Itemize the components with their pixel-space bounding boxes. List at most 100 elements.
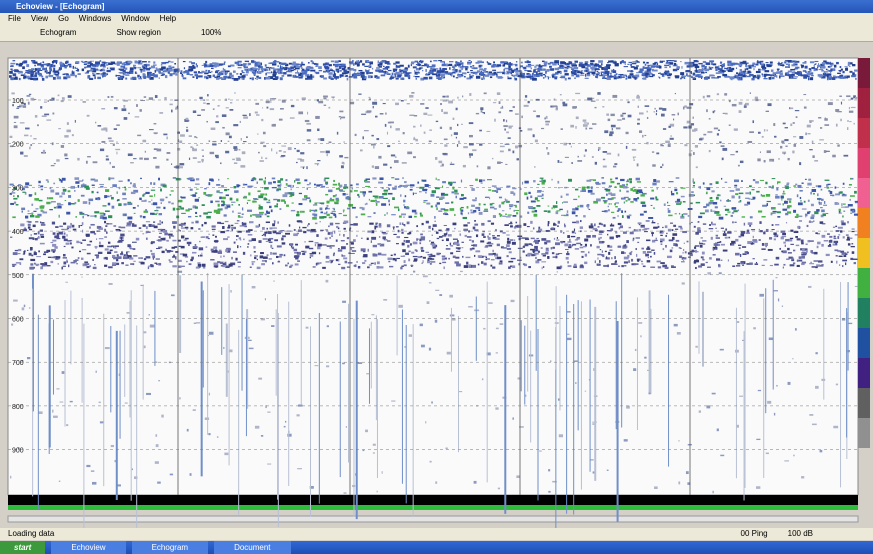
echo-sample — [847, 61, 851, 64]
echo-sample — [573, 228, 576, 232]
echo-sample — [274, 60, 277, 63]
echo-sample — [717, 194, 720, 196]
menu-item[interactable]: Help — [159, 14, 177, 23]
menu-item[interactable]: Window — [121, 14, 150, 23]
echo-sample — [254, 69, 257, 71]
echo-sample — [446, 95, 449, 98]
echo-sample — [674, 213, 677, 215]
echo-sample — [506, 131, 509, 134]
echo-sample — [116, 124, 120, 126]
echo-sample — [354, 133, 357, 137]
echo-sample — [209, 63, 213, 66]
echo-sample — [587, 122, 589, 125]
echo-sample — [43, 101, 47, 103]
echo-sample — [591, 68, 594, 71]
echo-sample — [389, 166, 392, 169]
echo-sample — [798, 259, 803, 262]
echo-sample — [484, 196, 490, 199]
menu-item[interactable]: Go — [58, 14, 69, 23]
echo-sample — [304, 179, 308, 182]
scrollbar[interactable] — [7, 515, 859, 523]
echo-sample — [127, 202, 133, 206]
echo-sample — [748, 198, 751, 200]
echo-sample — [494, 118, 496, 122]
echo-sample — [183, 70, 186, 73]
echo-sample — [516, 158, 519, 161]
echo-sample — [568, 244, 572, 247]
echo-sample — [212, 140, 217, 143]
echo-sample — [116, 63, 120, 66]
echo-sample — [718, 70, 722, 73]
echo-sample — [10, 68, 13, 70]
echo-sample — [316, 234, 319, 237]
echo-sample — [130, 162, 134, 164]
echo-sample — [194, 244, 197, 246]
echo-sample — [526, 75, 531, 79]
echo-sample — [319, 216, 325, 219]
echo-sample — [225, 266, 230, 269]
echo-sample — [333, 230, 336, 234]
echo-sample — [769, 158, 775, 162]
echo-sample — [11, 92, 15, 95]
echo-sample — [261, 234, 264, 237]
echo-sample — [585, 127, 588, 130]
echo-sample — [714, 110, 716, 112]
echo-sample — [457, 123, 459, 127]
echo-sample — [223, 238, 229, 241]
echo-sample — [285, 66, 288, 70]
echo-sample — [579, 62, 583, 65]
echo-sample — [300, 64, 303, 67]
echo-sample — [481, 77, 485, 80]
echo-sample — [788, 256, 793, 259]
echo-sample — [584, 77, 589, 79]
echo-sample — [133, 183, 136, 186]
echo-sample — [686, 120, 691, 124]
echo-sample — [263, 145, 267, 148]
echo-sample — [264, 77, 266, 80]
echo-sample — [358, 69, 363, 72]
echo-sample — [39, 229, 43, 232]
echo-sample — [544, 74, 547, 78]
echo-sample — [666, 75, 672, 77]
echo-sample — [55, 258, 58, 260]
echo-sample — [678, 212, 681, 215]
echo-sample — [773, 232, 777, 235]
echo-sample — [492, 235, 495, 237]
echo-sample — [381, 203, 387, 206]
echo-sample — [646, 251, 652, 253]
echo-sample — [572, 73, 577, 76]
menu-item[interactable]: Windows — [78, 14, 112, 23]
echo-sample — [361, 207, 365, 211]
echo-sample — [779, 72, 783, 76]
echo-sample — [527, 205, 533, 209]
echo-sample — [530, 220, 533, 224]
echo-sample — [498, 101, 501, 104]
toolbar-button[interactable]: Echogram — [40, 28, 77, 37]
echo-sample — [115, 148, 121, 151]
echo-sample — [218, 63, 224, 66]
menu-item[interactable]: View — [30, 14, 49, 23]
echo-sample — [759, 63, 765, 65]
echo-sample — [34, 238, 38, 241]
echo-sample — [319, 202, 325, 204]
echo-sample — [720, 259, 723, 261]
toolbar-button[interactable]: Show region — [116, 28, 161, 37]
echo-sample — [164, 97, 167, 100]
echo-sample — [104, 210, 110, 212]
echo-sample — [838, 210, 841, 214]
echo-sample — [38, 250, 40, 253]
echo-sample — [95, 121, 97, 124]
menu-item[interactable]: File — [8, 14, 21, 23]
echo-sample — [715, 181, 719, 184]
echo-sample — [553, 207, 555, 209]
echo-sample — [309, 199, 312, 203]
echo-sample — [63, 238, 68, 242]
echo-sample — [644, 70, 649, 73]
echo-sample — [506, 72, 511, 74]
echo-sample — [496, 92, 501, 96]
echo-sample — [518, 263, 520, 266]
echo-sample — [670, 135, 672, 137]
toolbar-button[interactable]: 100% — [200, 28, 222, 37]
echo-sample — [680, 226, 683, 229]
echo-sample — [473, 254, 476, 257]
